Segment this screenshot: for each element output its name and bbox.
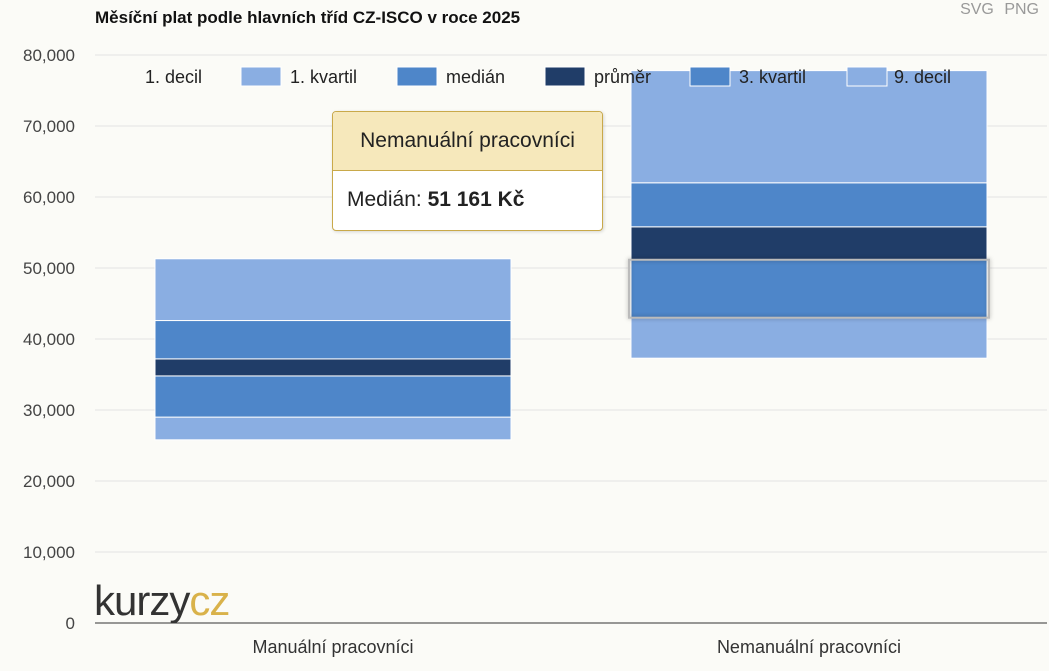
y-tick-label: 20,000 bbox=[23, 472, 75, 491]
y-tick-label: 40,000 bbox=[23, 330, 75, 349]
legend-swatch bbox=[689, 66, 731, 87]
y-tick-label: 60,000 bbox=[23, 188, 75, 207]
bar-segment-kvartil1-median bbox=[630, 259, 988, 319]
legend-label: průměr bbox=[594, 67, 651, 87]
legend-label: medián bbox=[446, 67, 505, 87]
bar-segment-decil1-kvartil1 bbox=[630, 317, 988, 359]
export-links: SVG PNG bbox=[954, 1, 1039, 19]
legend-swatch bbox=[240, 66, 282, 87]
legend-swatch bbox=[846, 66, 888, 87]
y-tick-label: 70,000 bbox=[23, 117, 75, 136]
legend-label: 1. decil bbox=[145, 67, 202, 87]
bar-segment-median-prumer bbox=[630, 226, 988, 261]
x-tick-label: Manuální pracovníci bbox=[252, 637, 413, 657]
legend-swatch bbox=[544, 66, 586, 87]
png-export-button[interactable]: PNG bbox=[1004, 1, 1039, 18]
y-tick-label: 80,000 bbox=[23, 46, 75, 65]
bar-segment-kvartil3-decil9 bbox=[154, 258, 512, 322]
bar-segment-prumer-kvartil3 bbox=[630, 182, 988, 228]
y-tick-label: 30,000 bbox=[23, 401, 75, 420]
bar-segment-kvartil3-decil9 bbox=[630, 70, 988, 184]
svg-export-button[interactable]: SVG bbox=[960, 1, 994, 18]
tooltip-body: Medián: 51 161 Kč bbox=[333, 171, 602, 229]
bar-segment-kvartil1-median bbox=[154, 375, 512, 418]
bar-segment-median-prumer bbox=[154, 358, 512, 377]
legend-label: 3. kvartil bbox=[739, 67, 806, 87]
y-tick-label: 0 bbox=[66, 614, 75, 633]
highlighted-segment bbox=[628, 258, 990, 319]
kurzy-logo: kurzycz bbox=[94, 577, 230, 624]
bar-segment-prumer-kvartil3 bbox=[154, 320, 512, 360]
x-tick-label: Nemanuální pracovníci bbox=[717, 637, 901, 657]
tooltip-value: 51 161 Kč bbox=[427, 188, 525, 211]
chart-title: Měsíční plat podle hlavních tříd CZ-ISCO… bbox=[95, 8, 521, 27]
legend-label: 1. kvartil bbox=[290, 67, 357, 87]
legend-label: 9. decil bbox=[894, 67, 951, 87]
tooltip-label: Medián: bbox=[347, 188, 422, 211]
y-tick-label: 50,000 bbox=[23, 259, 75, 278]
legend-swatch bbox=[396, 66, 438, 87]
tooltip-header: Nemanuální pracovníci bbox=[333, 112, 602, 171]
y-tick-label: 10,000 bbox=[23, 543, 75, 562]
tooltip: Nemanuální pracovníci Medián: 51 161 Kč bbox=[332, 111, 603, 231]
bar-segment-decil1-kvartil1 bbox=[154, 416, 512, 441]
